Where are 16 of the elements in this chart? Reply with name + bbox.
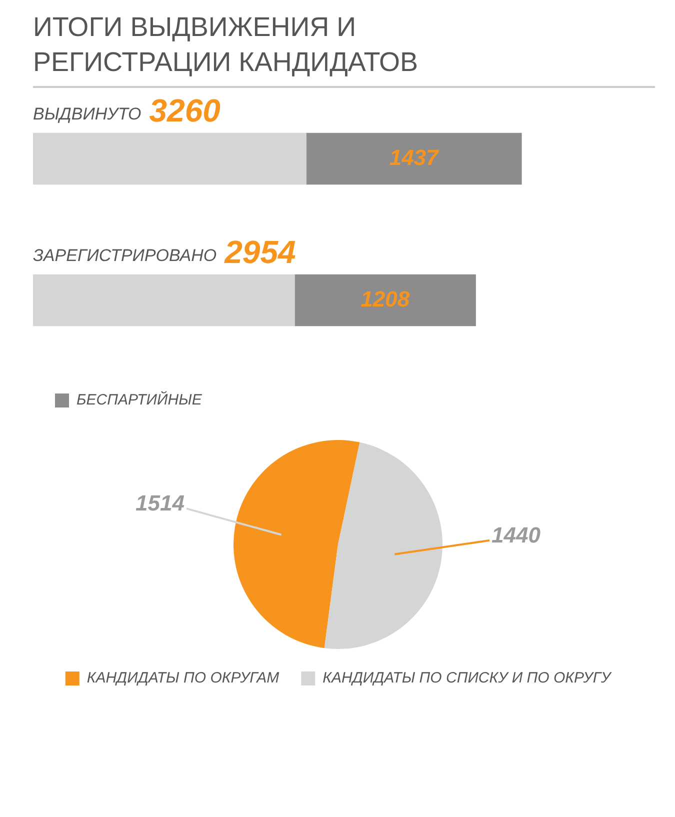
- total-label: 2954: [224, 234, 296, 270]
- legend-label: БЕСПАРТИЙНЫЕ: [76, 390, 203, 409]
- chart-title: ИТОГИ ВЫДВИЖЕНИЯ И РЕГИСТРАЦИИ КАНДИДАТОВ: [33, 11, 420, 79]
- bar: [33, 132, 306, 185]
- bar: [294, 274, 476, 326]
- bar: [33, 274, 295, 326]
- data-label: 1514: [136, 490, 184, 516]
- bar: [306, 132, 522, 185]
- data-label: 1208: [360, 286, 410, 312]
- data-label: 1440: [492, 522, 542, 548]
- legend-label: КАНДИДАТЫ ПО СПИСКУ И ПО ОКРУГУ: [322, 670, 612, 687]
- data-label: 1437: [389, 144, 440, 170]
- total-label: 3260: [149, 92, 221, 128]
- legend-label: КАНДИДАТЫ ПО ОКРУГАМ: [86, 670, 280, 687]
- y-tick-label: ВЫДВИНУТО: [33, 104, 142, 124]
- y-tick-label: ЗАРЕГИСТРИРОВАНО: [33, 246, 217, 265]
